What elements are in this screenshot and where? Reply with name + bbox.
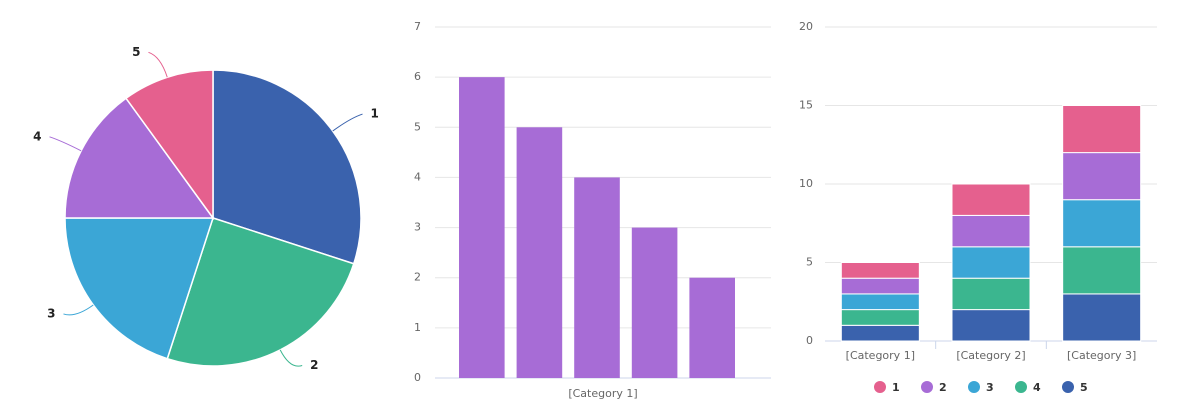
legend-label: 3 — [986, 381, 994, 394]
pie-slice — [124, 69, 214, 221]
bar-segment — [840, 262, 920, 279]
y-tick-label: 7 — [414, 20, 421, 33]
x-tick-label: [Category 2] — [956, 349, 1025, 362]
bar-segment — [1062, 152, 1142, 201]
bar-segment — [1062, 105, 1142, 154]
bar-segment — [1062, 293, 1142, 342]
bar-segment — [951, 277, 1031, 311]
bar-segment — [840, 309, 920, 326]
y-tick-label: 3 — [414, 221, 421, 234]
y-tick-label: 1 — [414, 321, 421, 334]
bar — [459, 77, 505, 379]
x-tick-label: [Category 3] — [1067, 349, 1136, 362]
pie-label: 3 — [47, 306, 55, 320]
legend-label: 4 — [1033, 381, 1041, 394]
y-tick-label: 10 — [799, 177, 813, 190]
bar-segment — [951, 214, 1031, 248]
legend-label: 5 — [1080, 381, 1088, 394]
pie-label: 1 — [371, 107, 379, 121]
pie-slice — [64, 217, 215, 360]
y-tick-label: 15 — [799, 99, 813, 112]
y-tick-label: 5 — [414, 120, 421, 133]
legend-marker — [1062, 381, 1074, 393]
x-tick-label: [Category 1] — [846, 349, 915, 362]
leader-line — [148, 51, 168, 78]
bar-segment — [840, 277, 920, 295]
y-tick-label: 4 — [414, 170, 421, 183]
bar-segment — [840, 324, 920, 342]
bar — [516, 127, 563, 379]
leader-line — [63, 304, 94, 316]
bar — [689, 277, 735, 378]
y-tick-label: 5 — [806, 256, 813, 269]
leader-line — [332, 113, 363, 132]
leader-line — [49, 136, 82, 152]
bar — [631, 227, 678, 378]
bar-segment — [951, 183, 1031, 216]
legend-marker — [921, 381, 933, 393]
bar — [574, 177, 620, 378]
pie-label: 2 — [310, 358, 318, 372]
pie-label: 5 — [132, 45, 140, 59]
leader-line — [279, 349, 303, 367]
pie-slice — [166, 217, 355, 367]
legend-marker — [1015, 381, 1027, 393]
x-tick-label: [Category 1] — [568, 387, 637, 400]
pie-slice — [64, 97, 215, 219]
bar-segment — [951, 309, 1031, 342]
y-tick-label: 2 — [414, 271, 421, 284]
y-tick-label: 0 — [806, 334, 813, 347]
bar-segment — [1062, 199, 1142, 248]
pie-slice — [212, 69, 362, 265]
legend-marker — [874, 381, 886, 393]
legend-marker — [968, 381, 980, 393]
bar-segment — [951, 246, 1031, 279]
pie-label: 4 — [33, 129, 41, 143]
y-tick-label: 6 — [414, 70, 421, 83]
bar-segment — [1062, 246, 1142, 295]
legend-label: 2 — [939, 381, 947, 394]
bar-segment — [840, 293, 920, 311]
y-tick-label: 0 — [414, 371, 421, 384]
legend-label: 1 — [892, 381, 900, 394]
y-tick-label: 20 — [799, 20, 813, 33]
